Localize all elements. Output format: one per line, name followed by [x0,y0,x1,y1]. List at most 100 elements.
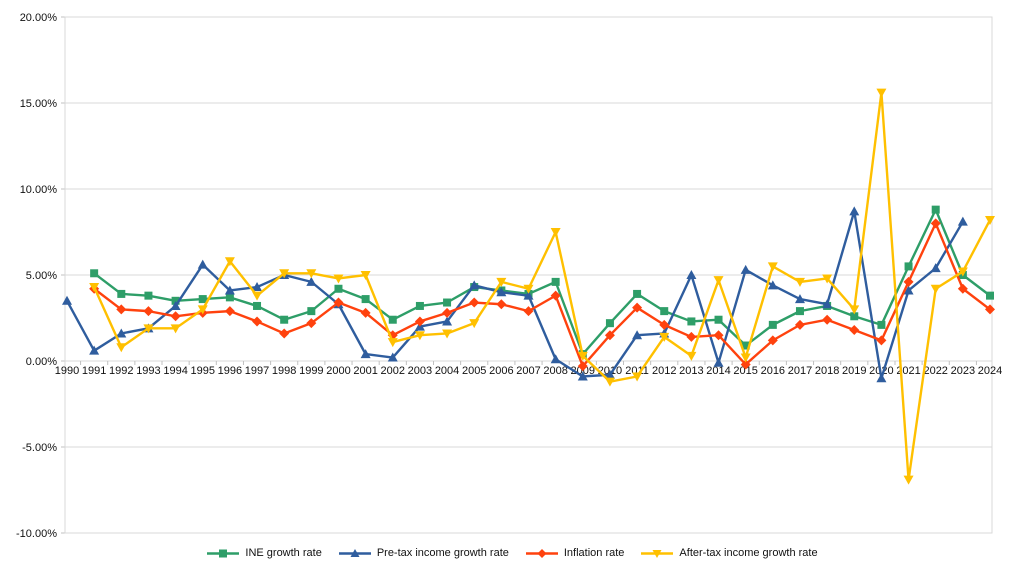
marker-triangle-down [279,269,290,279]
marker-triangle-down [876,88,887,98]
x-tick-label: 2004 [435,365,459,377]
x-tick-label: 2022 [923,365,947,377]
marker-diamond [794,319,805,330]
series-line [93,222,991,368]
marker-triangle-up [496,287,507,297]
marker-diamond [604,330,615,341]
marker-triangle-up [849,206,860,216]
legend-item: After-tax income growth rate [640,547,818,559]
marker-triangle-up [116,328,127,338]
x-tick-label: 2003 [408,365,432,377]
marker-triangle-down [414,331,425,341]
marker-square [660,307,669,316]
x-tick-label: 2018 [815,365,839,377]
y-tick-label: 20.00% [20,12,58,24]
x-tick-label: 2014 [706,365,730,377]
marker-diamond [876,335,887,346]
marker-diamond [577,361,588,372]
x-tick-label: 2024 [978,365,1002,377]
marker-diamond [822,314,833,325]
legend-label: INE growth rate [245,547,322,559]
marker-diamond [333,297,344,308]
marker-triangle-down [957,267,968,277]
marker-triangle-down [822,274,833,284]
marker-triangle-up [957,216,968,226]
marker-triangle-up [686,270,697,279]
legend-item: INE growth rate [206,547,322,559]
marker-square [714,315,723,324]
marker-triangle-down [89,283,100,293]
marker-diamond [659,319,670,330]
marker-square [334,284,343,293]
marker-triangle-down [794,277,805,287]
marker-triangle-up [62,295,72,305]
marker-triangle-up [876,373,887,383]
marker-square [986,291,994,300]
marker-square [90,269,99,278]
legend-label: Pre-tax income growth rate [376,547,509,559]
legend-marker-icon [641,549,674,558]
marker-square [388,315,397,324]
marker-triangle-down [496,277,507,287]
marker-square [904,262,913,271]
marker-triangle-up [794,294,805,304]
marker-triangle-up [822,299,833,309]
marker-triangle-down [930,284,941,294]
marker-diamond [985,304,995,315]
chart-legend: INE growth rate Pre-tax income growth rat… [0,547,1024,559]
marker-diamond [442,307,453,318]
marker-diamond [550,290,561,301]
marker-square [225,293,234,302]
y-tick-label: 15.00% [20,98,58,110]
marker-triangle-up [713,357,724,367]
x-tick-label: 1994 [163,365,187,377]
legend-label: After-tax income growth rate [679,547,818,559]
marker-triangle-up [632,330,643,340]
marker-triangle-up [442,316,453,326]
marker-diamond [414,316,425,327]
marker-triangle-up [767,280,778,290]
marker-diamond [740,359,751,370]
marker-diamond [632,302,643,313]
marker-triangle-down [713,276,724,286]
marker-triangle-up [360,349,371,359]
marker-triangle-up [469,280,480,290]
x-tick-label: 2019 [842,365,866,377]
legend-marker-icon [338,548,371,557]
y-tick-label: 5.00% [26,270,57,282]
marker-triangle-down [523,284,534,294]
marker-square [117,289,126,298]
marker-square [361,295,370,304]
series-line [93,208,991,356]
series-line [65,210,964,380]
marker-triangle-down [442,329,453,339]
marker-diamond [930,218,941,229]
x-tick-label: 2000 [326,365,350,377]
marker-triangle-up [577,371,588,381]
marker-triangle-down [333,274,344,284]
marker-triangle-up [930,263,941,273]
x-tick-label: 2021 [896,365,920,377]
marker-diamond [306,318,317,329]
marker-triangle-down [903,475,914,485]
x-tick-label: 1995 [190,365,214,377]
marker-square [741,341,750,350]
marker-diamond [767,335,778,346]
marker-diamond [170,311,181,322]
marker-diamond [713,330,724,341]
x-tick-label: 2013 [679,365,703,377]
marker-triangle-down [224,257,235,267]
marker-square [171,296,180,305]
marker-square [443,298,452,307]
x-tick-label: 1999 [299,365,323,377]
marker-triangle-down [550,228,561,237]
marker-square [877,320,886,329]
marker-diamond [279,328,290,339]
marker-diamond [469,297,480,308]
marker-triangle-down [387,338,398,348]
plot-border [64,16,993,534]
x-tick-label: 1991 [82,365,106,377]
y-tick-label: 0.00% [26,356,57,368]
